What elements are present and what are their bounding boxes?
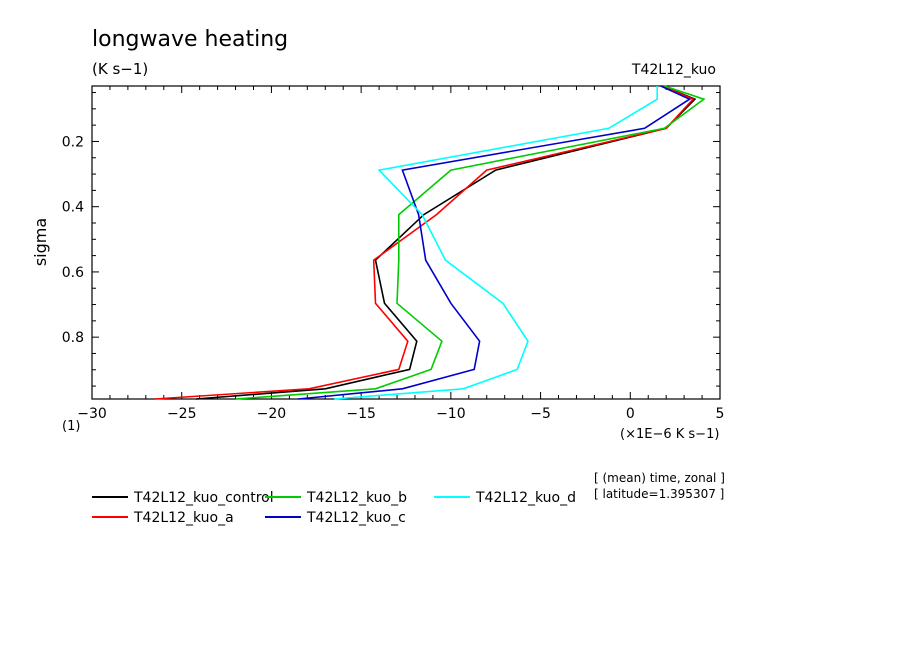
x-tick-label: 5: [716, 406, 725, 422]
chart-subtitle: (K s−1): [92, 60, 148, 78]
legend: T42L12_kuo_control T42L12_kuo_b T42L12_kuo…: [92, 490, 576, 526]
y-tick-label: 0.8: [62, 330, 84, 346]
series-line-3: [235, 85, 706, 400]
legend-label: T42L12_kuo_d: [475, 490, 576, 506]
series-line-2: [154, 85, 695, 400]
note-line-2: [ latitude=1.395307 ]: [594, 487, 724, 501]
x-tick-label: −15: [346, 406, 376, 422]
legend-label: T42L12_kuo_a: [133, 510, 234, 526]
series-lines: [154, 85, 706, 400]
x-tick-label: 0: [626, 406, 635, 422]
plot-area: [91, 85, 721, 400]
x-tick-labels: −30 −25 −20 −15 −10 −5 0 5: [77, 406, 724, 422]
x-axis-label: (×1E−6 K s−1): [620, 427, 719, 442]
axis-ticks: [91, 86, 721, 399]
y-tick-label: 0.4: [62, 200, 84, 216]
run-label: T42L12_kuo: [631, 62, 716, 78]
legend-label: T42L12_kuo_control: [133, 490, 274, 506]
chart-title: longwave heating: [92, 27, 288, 52]
x-tick-label: −30: [77, 406, 107, 422]
x-tick-label: −25: [167, 406, 197, 422]
y-tick-label: 0.2: [62, 134, 84, 150]
y-tick-label: 0.6: [62, 265, 84, 281]
note-line-1: [ (mean) time, zonal ]: [594, 471, 725, 485]
plot-frame: [91, 85, 721, 400]
x-tick-label: −10: [436, 406, 466, 422]
x-tick-label: −5: [530, 406, 551, 422]
legend-label: T42L12_kuo_c: [306, 510, 406, 526]
corner-label: (1): [62, 419, 80, 434]
y-tick-labels: 0.2 0.4 0.6 0.8: [62, 134, 84, 346]
series-line-5: [334, 86, 659, 400]
series-line-4: [298, 85, 692, 400]
y-axis-label: sigma: [31, 218, 50, 266]
legend-label: T42L12_kuo_b: [306, 490, 407, 506]
x-tick-label: −20: [257, 406, 287, 422]
